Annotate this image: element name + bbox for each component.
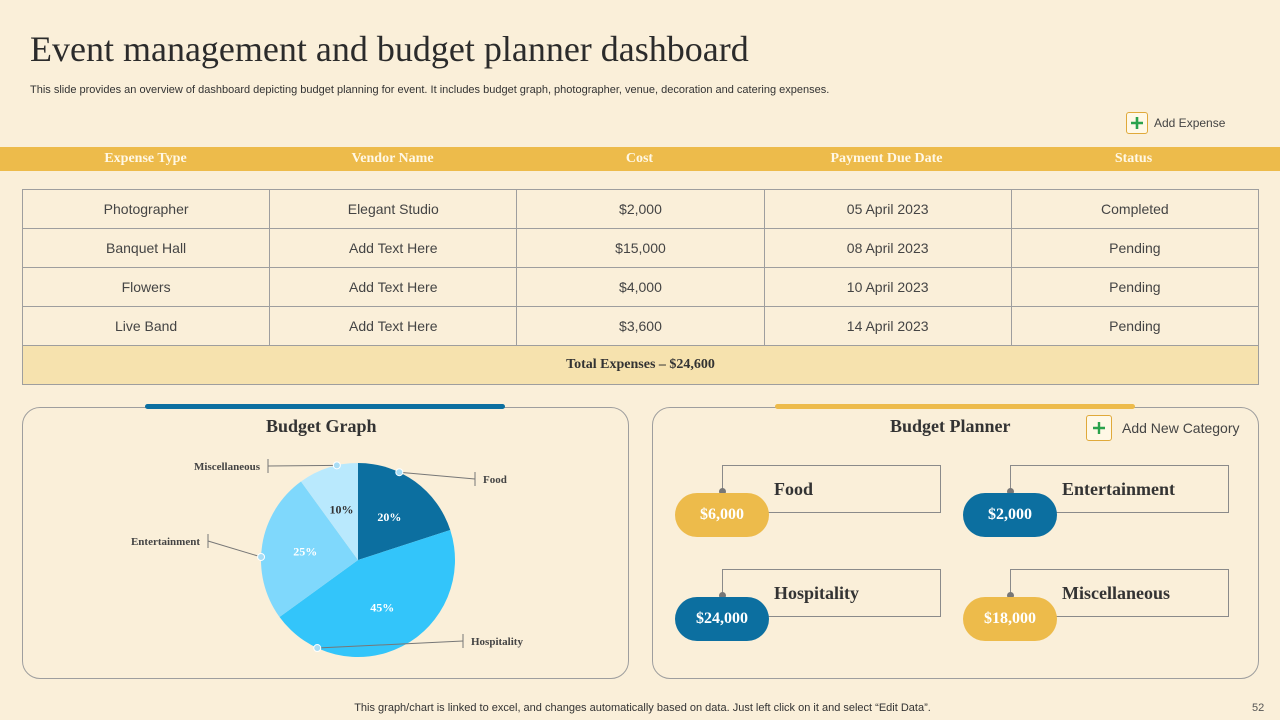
add-expense-button[interactable]: Add Expense (1126, 112, 1225, 134)
add-expense-label: Add Expense (1154, 116, 1226, 130)
panel-accent-bar (145, 404, 505, 409)
pie-category-label: Hospitality (471, 636, 523, 648)
category-name: Hospitality (774, 583, 860, 603)
pie-category-label: Miscellaneous (194, 461, 261, 473)
plus-icon (1086, 415, 1112, 441)
table-cell: $15,000 (516, 228, 765, 268)
callout-line (207, 540, 262, 558)
table-row: Photographer Elegant Studio $2,000 05 Ap… (21, 189, 1260, 229)
table-cell: 10 April 2023 (763, 267, 1012, 307)
plus-icon (1126, 112, 1148, 134)
table-row: Flowers Add Text Here $4,000 10 April 20… (21, 267, 1260, 307)
table-cell: Add Text Here (269, 228, 518, 268)
pie-category-label: Food (483, 474, 507, 486)
table-cell: Pending (1010, 267, 1260, 307)
callout-dot (332, 461, 341, 470)
table-cell: Add Text Here (269, 306, 518, 346)
table-cell: Pending (1010, 228, 1260, 268)
page-title: Event management and budget planner dash… (30, 29, 749, 69)
pie-slice-entertainment[interactable] (261, 481, 358, 618)
table-row: Banquet Hall Add Text Here $15,000 08 Ap… (21, 228, 1260, 268)
table-header-bar: Expense Type Vendor Name Cost Payment Du… (0, 147, 1280, 171)
table-cell: Add Text Here (269, 267, 518, 307)
callout-dot (313, 644, 322, 653)
budget-planner-title: Budget Planner (890, 416, 1011, 436)
page-number: 52 (1252, 702, 1265, 714)
callout-dot (257, 552, 266, 561)
table-cell: Banquet Hall (21, 228, 271, 268)
connector-dot (1007, 488, 1014, 495)
total-row: Total Expenses – $24,600 (22, 345, 1259, 385)
page-subtitle: This slide provides an overview of dashb… (30, 84, 830, 96)
header-cost: Cost (625, 151, 654, 166)
pie-slice-food[interactable] (358, 463, 451, 560)
table-cell: Live Band (21, 306, 271, 346)
pie-percent-label: 10% (330, 502, 354, 516)
callout-line (399, 471, 476, 480)
category-name: Entertainment (1062, 479, 1175, 499)
table-cell: 14 April 2023 (763, 306, 1012, 346)
table-cell: Pending (1010, 306, 1260, 346)
table-cell: 05 April 2023 (763, 189, 1012, 229)
pie-slice-hospitality[interactable] (279, 530, 455, 657)
connector-dot (719, 592, 726, 599)
table-cell: 08 April 2023 (763, 228, 1012, 268)
callout-dot (395, 468, 404, 477)
callout-line (267, 464, 337, 467)
table-row: Live Band Add Text Here $3,600 14 April … (21, 306, 1260, 346)
table-cell: Completed (1010, 189, 1260, 229)
add-new-category-label: Add New Category (1122, 420, 1240, 436)
panel-accent-bar (775, 404, 1135, 409)
header-expense-type: Expense Type (104, 151, 187, 166)
category-amount: $2,000 (963, 493, 1057, 537)
category-name: Food (774, 479, 814, 499)
pie-percent-label: 25% (293, 545, 317, 559)
connector-dot (719, 488, 726, 495)
table-cell: $3,600 (516, 306, 765, 346)
table-cell: Photographer (21, 189, 271, 229)
total-expenses: Total Expenses – $24,600 (22, 345, 1259, 385)
table-cell: $2,000 (516, 189, 765, 229)
table-cell: $4,000 (516, 267, 765, 307)
budget-graph-title: Budget Graph (266, 416, 377, 436)
pie-category-label: Entertainment (131, 536, 200, 548)
connector-dot (1007, 592, 1014, 599)
category-amount: $6,000 (675, 493, 769, 537)
add-new-category-button[interactable]: Add New Category (1086, 415, 1240, 441)
category-amount: $18,000 (963, 597, 1057, 641)
header-vendor-name: Vendor Name (351, 151, 434, 166)
expense-table: Photographer Elegant Studio $2,000 05 Ap… (21, 189, 1260, 385)
table-cell: Elegant Studio (269, 189, 518, 229)
header-status: Status (1114, 151, 1153, 166)
category-amount: $24,000 (675, 597, 769, 641)
category-name: Miscellaneous (1062, 583, 1170, 603)
footer-note: This graph/chart is linked to excel, and… (354, 702, 931, 714)
callout-line (317, 640, 464, 649)
header-payment-due-date: Payment Due Date (830, 151, 943, 166)
pie-percent-label: 20% (377, 510, 401, 524)
table-cell: Flowers (21, 267, 271, 307)
pie-slice-miscellaneous[interactable] (300, 463, 358, 560)
budget-pie-chart[interactable]: 20% Food 45% Hospitality 25% Entertainment 10%… (23, 408, 628, 678)
pie-percent-label: 45% (370, 601, 394, 615)
